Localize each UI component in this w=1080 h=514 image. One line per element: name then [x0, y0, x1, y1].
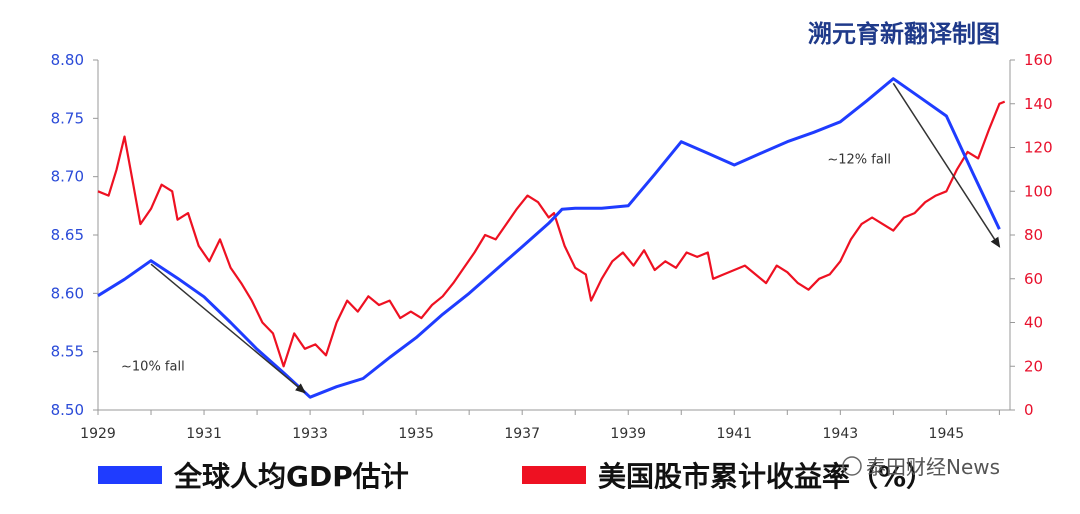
x-tick-label: 1929	[80, 426, 116, 442]
x-tick-label: 1937	[504, 426, 540, 442]
x-tick-label: 1931	[186, 426, 222, 442]
left-tick-label: 8.60	[51, 284, 84, 302]
annotation-arrow	[892, 82, 1001, 248]
series-group	[97, 77, 1006, 399]
annotation-arrow	[150, 263, 306, 394]
right-tick-label: 60	[1024, 270, 1043, 288]
x-tick-label: 1945	[929, 426, 965, 442]
x-tick-label: 1935	[398, 426, 434, 442]
series-line-gdp	[97, 77, 1001, 399]
right-tick-label: 140	[1024, 95, 1053, 113]
annotation-label: ~10% fall	[121, 360, 185, 375]
annotation-label: ~12% fall	[827, 152, 891, 167]
x-tick-label: 1943	[823, 426, 859, 442]
right-tick-label: 40	[1024, 314, 1043, 332]
watermark-title: 溯元育新翻译制图	[808, 20, 1000, 48]
right-tick-label: 80	[1024, 226, 1043, 244]
series-line-stocks	[97, 100, 1006, 368]
legend: 全球人均GDP估计 美国股市累计收益率（%）	[98, 460, 934, 493]
x-axis-ticks: 1929 1931 1933 1935 1937 1939 1941 1943 1945	[80, 410, 1000, 442]
left-axis-ticks: 8.50 8.55 8.60 8.65 8.70 8.75 8.80	[51, 51, 98, 419]
x-tick-label: 1939	[610, 426, 646, 442]
source-badge: 泰田财经News	[842, 455, 1000, 479]
legend-label-gdp: 全球人均GDP估计	[173, 460, 409, 493]
left-tick-label: 8.70	[51, 168, 84, 186]
right-tick-label: 160	[1024, 51, 1053, 69]
right-tick-label: 120	[1024, 139, 1053, 157]
right-tick-label: 0	[1024, 401, 1034, 419]
right-tick-label: 20	[1024, 357, 1043, 375]
legend-label-stocks: 美国股市累计收益率（%）	[598, 460, 934, 493]
source-note: 泰田财经News	[866, 455, 1000, 479]
x-tick-label: 1941	[716, 426, 752, 442]
left-tick-label: 8.80	[51, 51, 84, 69]
legend-swatch-stocks	[522, 466, 586, 484]
left-tick-label: 8.75	[51, 109, 84, 127]
x-tick-label: 1933	[292, 426, 328, 442]
left-tick-label: 8.65	[51, 226, 84, 244]
right-tick-label: 100	[1024, 182, 1053, 200]
legend-swatch-gdp	[98, 466, 162, 484]
left-tick-label: 8.50	[51, 401, 84, 419]
annotations-group: ~10% fall ~12% fall	[121, 82, 1001, 394]
wechat-icon	[842, 456, 862, 476]
right-axis-ticks: 0 20 40 60 80 100 120 140 160	[1010, 51, 1053, 419]
left-tick-label: 8.55	[51, 343, 84, 361]
